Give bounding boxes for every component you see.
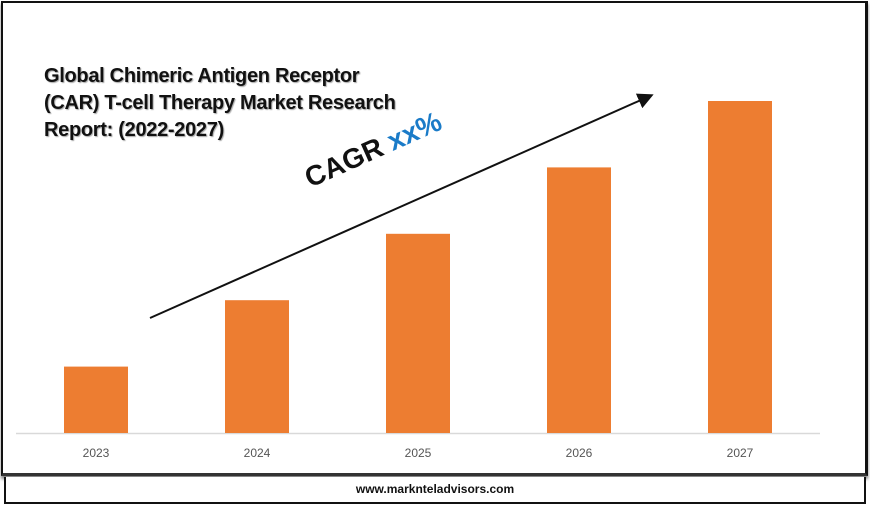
x-tick-label: 2024 (244, 446, 271, 460)
x-tick-label: 2023 (83, 446, 110, 460)
x-tick-label: 2026 (566, 446, 593, 460)
bar-2027 (708, 101, 772, 433)
footer: www.marknteladvisors.com (4, 477, 866, 504)
title-line-2: (CAR) T-cell Therapy Market Research (44, 92, 396, 114)
title-line-3: Report: (2022-2027) (44, 119, 224, 141)
x-tick-label: 2027 (727, 446, 754, 460)
trend-arrow (149, 93, 654, 319)
bar-2025 (386, 233, 450, 433)
bar-2023 (64, 366, 128, 433)
title-line-1: Global Chimeric Antigen Receptor (44, 65, 360, 87)
x-tick-label: 2025 (405, 446, 432, 460)
website-link[interactable]: www.marknteladvisors.com (355, 482, 515, 496)
chart-title: Global Chimeric Antigen Receptor (CAR) T… (44, 63, 396, 144)
bar-2024 (225, 300, 289, 433)
bar-2026 (547, 167, 611, 433)
